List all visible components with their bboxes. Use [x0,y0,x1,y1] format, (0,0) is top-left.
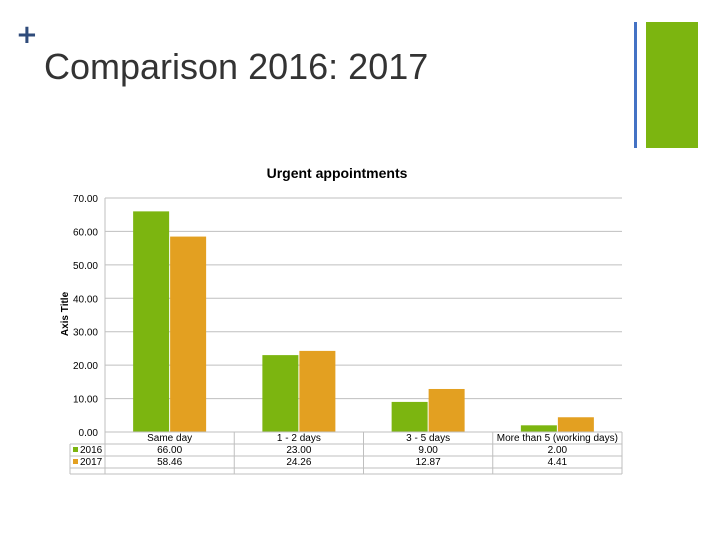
bar-2017 [170,236,207,432]
y-tick-label: 40.00 [73,294,98,305]
data-value: 23.00 [286,445,311,456]
slide-title: Comparison 2016: 2017 [44,46,429,87]
data-value: 58.46 [157,457,182,468]
category-label: Same day [147,433,192,444]
legend-key-2017 [73,459,78,464]
bar-2017 [428,388,465,432]
data-value: 4.41 [548,457,568,468]
accent-bar-blue [634,22,637,148]
category-label: 3 - 5 days [406,433,450,444]
data-value: 2.00 [548,445,568,456]
category-label: 1 - 2 days [277,433,321,444]
bar-2016 [262,355,299,432]
bar-2016 [520,425,557,432]
data-value: 24.26 [286,457,311,468]
legend-label: 2016 [80,445,103,456]
bar-2017 [557,417,594,432]
bar-2016 [133,211,170,432]
y-tick-label: 0.00 [79,428,99,439]
y-tick-label: 30.00 [73,328,98,339]
y-tick-label: 10.00 [73,395,98,406]
bar-2017 [299,350,336,432]
y-tick-label: 50.00 [73,261,98,272]
accent-block-green [646,22,698,148]
data-value: 9.00 [418,445,438,456]
data-value: 66.00 [157,445,182,456]
legend-label: 2017 [80,457,103,468]
legend-key-2016 [73,447,78,452]
y-tick-label: 60.00 [73,227,98,238]
y-axis-title: Axis Title [60,291,71,336]
y-tick-label: 70.00 [73,194,98,205]
category-label: More than 5 (working days) [497,433,618,444]
plus-icon: + [16,20,38,50]
bar-2016 [391,401,428,432]
chart-title: Urgent appointments [267,165,408,181]
y-tick-label: 20.00 [73,361,98,372]
data-value: 12.87 [416,457,441,468]
